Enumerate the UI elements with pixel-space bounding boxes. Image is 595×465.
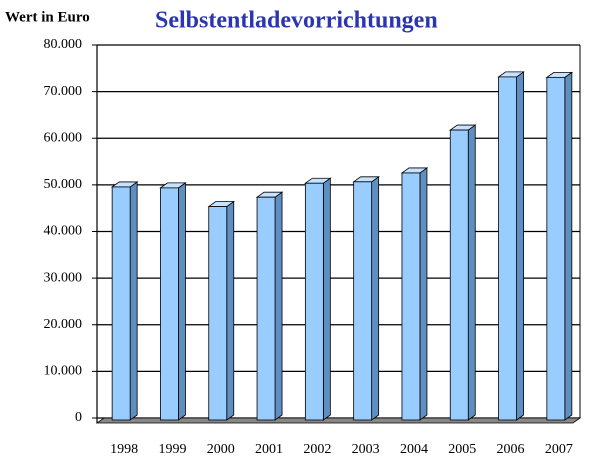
y-tick-label: 80.000	[44, 37, 83, 52]
chart-title: Selbstentladevorrichtungen	[155, 8, 438, 34]
y-tick-label: 30.000	[44, 270, 83, 285]
bar-side	[467, 124, 476, 421]
bar	[160, 187, 179, 421]
bar	[208, 206, 228, 421]
y-tick-label: 50.000	[44, 177, 83, 192]
bar	[353, 181, 373, 421]
y-axis-label: Wert in Euro	[5, 9, 90, 25]
bar-side	[516, 71, 524, 421]
x-tick-label: 2004	[400, 442, 428, 457]
bar	[304, 182, 324, 421]
bar	[256, 196, 276, 421]
bar-side	[419, 167, 428, 421]
bar-side	[274, 191, 283, 421]
bar-side	[226, 200, 235, 421]
bar	[449, 129, 469, 421]
x-tick-label: 1998	[110, 442, 138, 457]
bar-side	[178, 182, 186, 421]
x-tick-label: 1999	[158, 442, 186, 457]
bar-side	[129, 181, 138, 421]
bar	[111, 186, 131, 421]
y-tick-label: 20.000	[44, 317, 83, 332]
x-tick-label: 2007	[545, 442, 573, 457]
bar-side	[371, 176, 380, 421]
x-tick-label: 2003	[352, 442, 380, 457]
x-tick-label: 2002	[303, 442, 331, 457]
y-tick-label: 10.000	[44, 364, 83, 379]
y-tick-label: 0	[75, 410, 82, 425]
x-tick-label: 2000	[207, 442, 235, 457]
bar	[401, 172, 421, 421]
y-tick-label: 70.000	[44, 84, 83, 99]
bar-side	[564, 71, 573, 421]
bar	[546, 76, 566, 421]
y-tick-label: 60.000	[44, 130, 83, 145]
x-tick-label: 2005	[448, 442, 476, 457]
bar-side	[322, 177, 331, 421]
x-tick-label: 2006	[497, 442, 525, 457]
bar	[498, 76, 517, 421]
y-tick-label: 40.000	[44, 224, 83, 239]
x-tick-label: 2001	[255, 442, 283, 457]
